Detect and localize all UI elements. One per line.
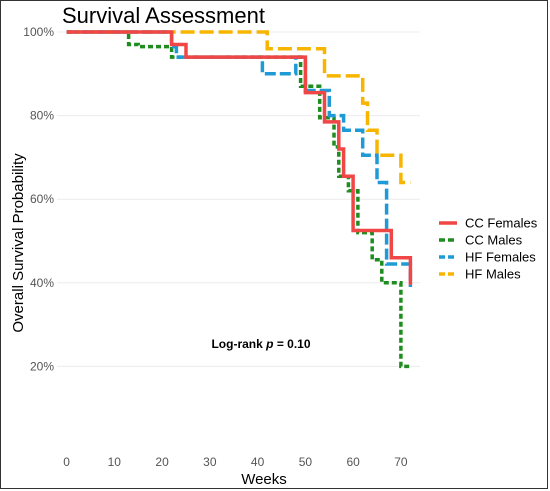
x-axis-label: Weeks	[241, 471, 287, 488]
x-tick-label: 40	[251, 455, 265, 469]
series-layer	[66, 30, 413, 369]
x-tick-label: 0	[63, 455, 70, 469]
y-tick-label: 20%	[30, 359, 54, 373]
legend-label: CC Females	[465, 216, 538, 231]
y-tick-label: 100%	[23, 25, 54, 39]
series-line-cc-females	[66, 30, 413, 285]
annotation-suffix: = 0.10	[273, 337, 310, 351]
x-tick-label: 70	[394, 455, 408, 469]
x-tick-label: 10	[108, 455, 122, 469]
series-line-cc-males	[66, 30, 411, 369]
chart-title: Survival Assessment	[62, 3, 265, 28]
log-rank-annotation: Log-rank p = 0.10	[211, 337, 310, 351]
legend-label: CC Males	[465, 233, 523, 248]
series-line-hf-females	[66, 30, 413, 287]
y-tick-label: 40%	[30, 276, 54, 290]
y-axis-label: Overall Survival Probability	[10, 153, 27, 333]
legend: CC Females CC Males HF Females HF Males	[439, 216, 538, 282]
annotation-prefix: Log-rank	[211, 337, 266, 351]
legend-label: HF Males	[465, 267, 521, 282]
annotation-p: p	[265, 337, 273, 351]
x-tick-label: 50	[299, 455, 313, 469]
legend-label: HF Females	[465, 250, 536, 265]
series-line-hf-males	[66, 30, 411, 185]
x-tick-label: 20	[155, 455, 169, 469]
y-tick-label: 60%	[30, 192, 54, 206]
y-tick-label: 80%	[30, 109, 54, 123]
grid-layer	[57, 31, 420, 367]
x-tick-label: 60	[346, 455, 360, 469]
tick-layer: 20% 40% 60% 80% 100% 0 10 20 30 40 50 60 70	[23, 25, 408, 469]
x-tick-label: 30	[203, 455, 217, 469]
